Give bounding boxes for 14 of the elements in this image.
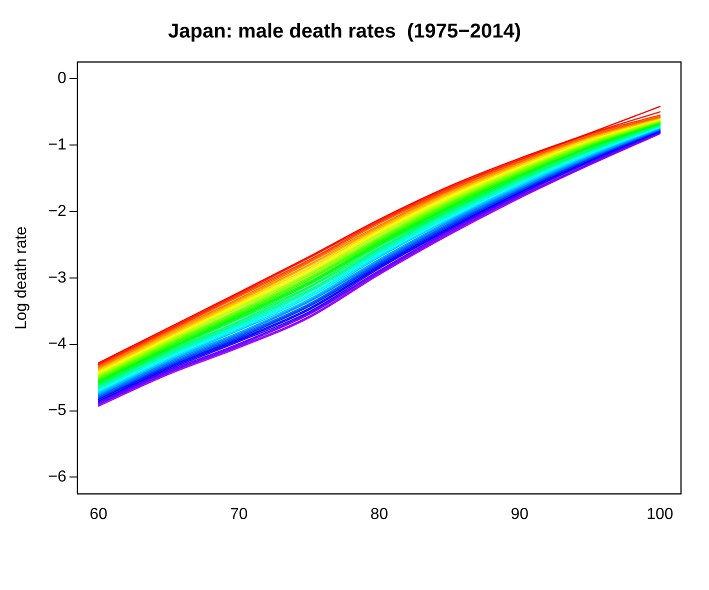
x-tick-label: 60	[90, 506, 108, 523]
y-tick-label: 0	[58, 70, 67, 88]
x-tick-label: 100	[646, 506, 674, 523]
y-axis-title: Log death rate	[13, 226, 30, 330]
y-tick-label: −1	[48, 136, 67, 154]
x-tick-label: 80	[370, 506, 388, 523]
x-tick-label: 90	[510, 506, 529, 523]
chart-title: Japan: male death rates (1975−2014)	[168, 20, 521, 43]
y-tick-label: −6	[48, 468, 67, 486]
y-tick-label: −5	[48, 402, 67, 420]
y-tick-label: −4	[48, 336, 67, 353]
y-tick-label: −3	[48, 269, 67, 286]
x-tick-label: 70	[230, 506, 248, 523]
y-tick-label: −2	[48, 202, 67, 220]
